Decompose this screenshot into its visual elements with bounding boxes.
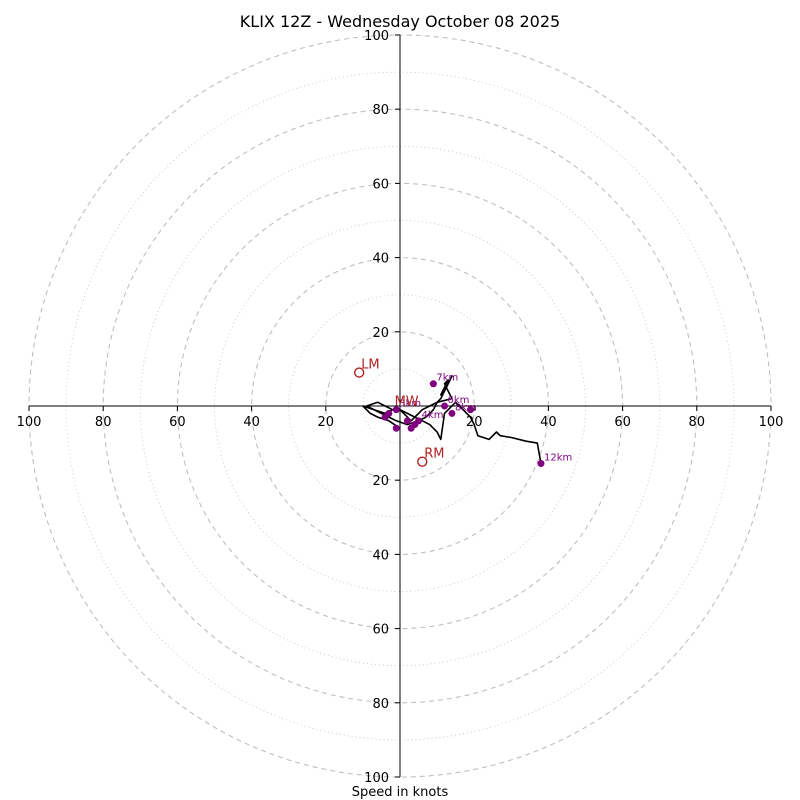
x-tick-label: 80	[95, 415, 112, 430]
y-tick-label: 60	[372, 177, 389, 192]
chart-title: KLIX 12Z - Wednesday October 08 2025	[240, 12, 560, 31]
y-tick-label: 40	[372, 252, 389, 267]
height-marker-dot	[392, 406, 400, 414]
height-marker-label: 8km	[455, 402, 477, 413]
height-marker-dot	[392, 424, 400, 432]
storm-motion-markers: LM RM MW	[353, 358, 445, 467]
height-marker-dot	[415, 417, 423, 425]
height-marker-dot	[441, 402, 449, 410]
height-marker-dot	[448, 409, 456, 417]
y-tick-label: 40	[372, 548, 389, 563]
height-marker-label: 7km	[436, 373, 458, 384]
storm-motion-label: RM	[424, 447, 444, 462]
height-marker-dot	[403, 417, 411, 425]
y-tick-label: 100	[364, 771, 389, 786]
hodograph-series	[362, 375, 542, 464]
axes	[29, 35, 771, 777]
height-marker-dot	[537, 460, 545, 468]
y-tick-label: 60	[372, 623, 389, 638]
x-tick-label: 20	[466, 415, 483, 430]
height-marker-label: 6km	[448, 395, 470, 406]
hodograph-line	[362, 375, 542, 464]
y-tick-label: 20	[372, 326, 389, 341]
height-marker-dot	[385, 409, 393, 417]
storm-motion-label: MW	[395, 395, 419, 410]
x-tick-label: 40	[243, 415, 260, 430]
storm-motion-label: LM	[361, 358, 379, 373]
height-marker-label: 12km	[544, 453, 572, 464]
height-marker-label: 3km	[399, 399, 421, 410]
x-tick-label: 20	[318, 415, 335, 430]
x-tick-label: 80	[689, 415, 706, 430]
y-tick-label: 20	[372, 474, 389, 489]
x-tick-label: 100	[17, 415, 42, 430]
height-marker-label: 4km	[422, 410, 444, 421]
y-tick-label: 80	[372, 103, 389, 118]
storm-motion-marker	[353, 367, 365, 378]
x-axis-label: Speed in knots	[352, 785, 449, 800]
height-marker-dot	[466, 406, 474, 414]
y-tick-label: 100	[364, 29, 389, 44]
x-tick-label: 100	[759, 415, 784, 430]
tick-labels: 100 100 80 80 60 60 40 40 20 20 20 20 40 40 60 60 80 80 10…	[17, 29, 784, 786]
height-marker-dot	[429, 380, 437, 388]
x-tick-label: 60	[169, 415, 186, 430]
storm-motion-marker	[417, 456, 428, 467]
x-tick-label: 60	[614, 415, 631, 430]
x-tick-label: 40	[540, 415, 557, 430]
y-tick-label: 80	[372, 697, 389, 712]
